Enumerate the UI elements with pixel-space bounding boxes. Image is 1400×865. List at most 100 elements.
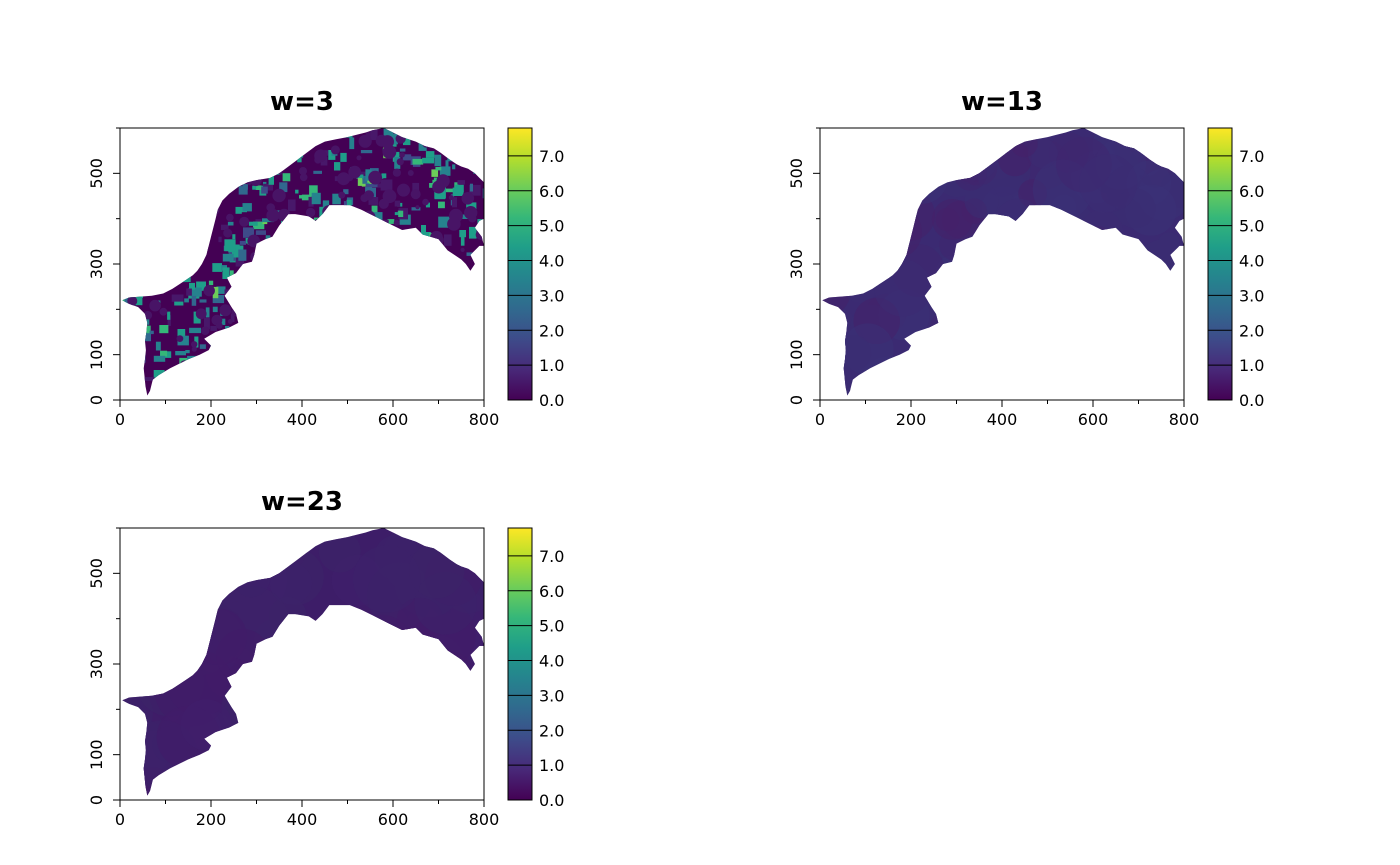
raster-cell (139, 128, 150, 132)
raster-cell (219, 304, 232, 317)
raster-cell (416, 267, 426, 274)
raster-cell (207, 146, 218, 157)
raster-cell (964, 183, 999, 219)
raster-cell (441, 131, 452, 143)
raster-cell (170, 138, 175, 147)
x-tick-label: 800 (469, 810, 500, 829)
raster-cell (260, 262, 265, 267)
raster-cell (351, 277, 359, 285)
raster-cell (122, 273, 128, 279)
raster-cell (226, 293, 237, 300)
raster-cell (307, 295, 317, 299)
raster-cell (148, 230, 157, 236)
raster-cell (302, 130, 307, 137)
raster-cell (138, 286, 143, 298)
raster-cell (427, 140, 436, 148)
raster-cell (308, 196, 314, 207)
raster-cell (305, 242, 317, 247)
raster-cell (176, 335, 184, 342)
raster-cell (472, 391, 483, 396)
raster-cell (473, 275, 481, 283)
raster-cell (1041, 364, 1086, 396)
chart-title: w=23 (261, 487, 343, 517)
raster-cell (428, 258, 436, 262)
raster-cell (268, 175, 274, 185)
raster-region (822, 128, 1184, 396)
raster-cell (135, 180, 141, 187)
raster-cell (133, 211, 142, 219)
raster-cell (347, 245, 351, 258)
raster-cell (476, 291, 482, 297)
raster-cell (264, 273, 277, 285)
raster-cell (159, 325, 169, 334)
raster-cell (374, 233, 387, 244)
raster-cell (167, 311, 171, 320)
raster-cell (343, 201, 347, 210)
raster-cell (261, 291, 269, 302)
raster-cell (334, 212, 345, 224)
raster-cell (470, 149, 483, 161)
raster-cell (248, 221, 258, 226)
raster-cell (348, 342, 357, 347)
raster-cell (349, 255, 359, 263)
raster-cell (287, 329, 299, 338)
raster-cell (428, 276, 442, 290)
raster-cell (1025, 334, 1069, 378)
raster-cell (314, 149, 327, 163)
raster-cell (391, 242, 405, 256)
raster-cell (906, 155, 934, 183)
raster-cell (460, 247, 465, 252)
raster-cell (392, 151, 400, 162)
raster-cell (267, 343, 277, 354)
raster-cell (343, 281, 348, 286)
raster-cell (273, 287, 285, 299)
raster-cell (233, 368, 240, 376)
raster-cell (226, 161, 238, 173)
raster-cell (450, 299, 460, 309)
raster-cell (136, 178, 146, 189)
raster-cell (122, 206, 125, 214)
raster-cell (948, 289, 974, 315)
raster-cell (255, 219, 262, 224)
raster-cell (822, 175, 845, 219)
x-tick-label: 400 (987, 410, 1018, 429)
raster-cell (461, 283, 467, 289)
raster-cell (319, 206, 324, 218)
raster-cell (456, 134, 464, 139)
raster-cell (233, 174, 243, 187)
raster-cell (847, 185, 875, 212)
raster-cell (414, 345, 429, 359)
raster-cell (287, 276, 299, 286)
raster-cell (377, 321, 389, 333)
raster-cell (251, 262, 264, 275)
raster-cell (243, 227, 255, 238)
raster-cell (349, 137, 355, 150)
raster-cell (240, 169, 248, 182)
raster-cell (278, 375, 288, 383)
raster-cell (1094, 276, 1120, 302)
x-tick-label: 400 (287, 810, 318, 829)
raster-cell (191, 341, 198, 348)
raster-cell (1049, 340, 1071, 363)
raster-cell (419, 305, 424, 310)
raster-cell (124, 236, 129, 241)
raster-cell (479, 247, 485, 259)
raster-cell (129, 369, 133, 373)
raster-cell (300, 378, 312, 384)
raster-cell (463, 391, 475, 396)
raster-cell (304, 386, 316, 392)
raster-cell (210, 343, 216, 353)
raster-cell (281, 232, 295, 245)
raster-cell (362, 339, 371, 347)
raster-cell (371, 266, 380, 275)
raster-cell (457, 339, 468, 350)
raster-cell (342, 366, 346, 377)
raster-cell (134, 245, 138, 252)
raster-cell (171, 294, 184, 302)
colorbar-tick-label: 2.0 (1239, 321, 1264, 340)
raster-cell (200, 326, 210, 336)
raster-cell (433, 333, 444, 339)
raster-cell (335, 288, 348, 301)
x-tick-label: 800 (1169, 410, 1200, 429)
raster-cell (397, 229, 411, 243)
